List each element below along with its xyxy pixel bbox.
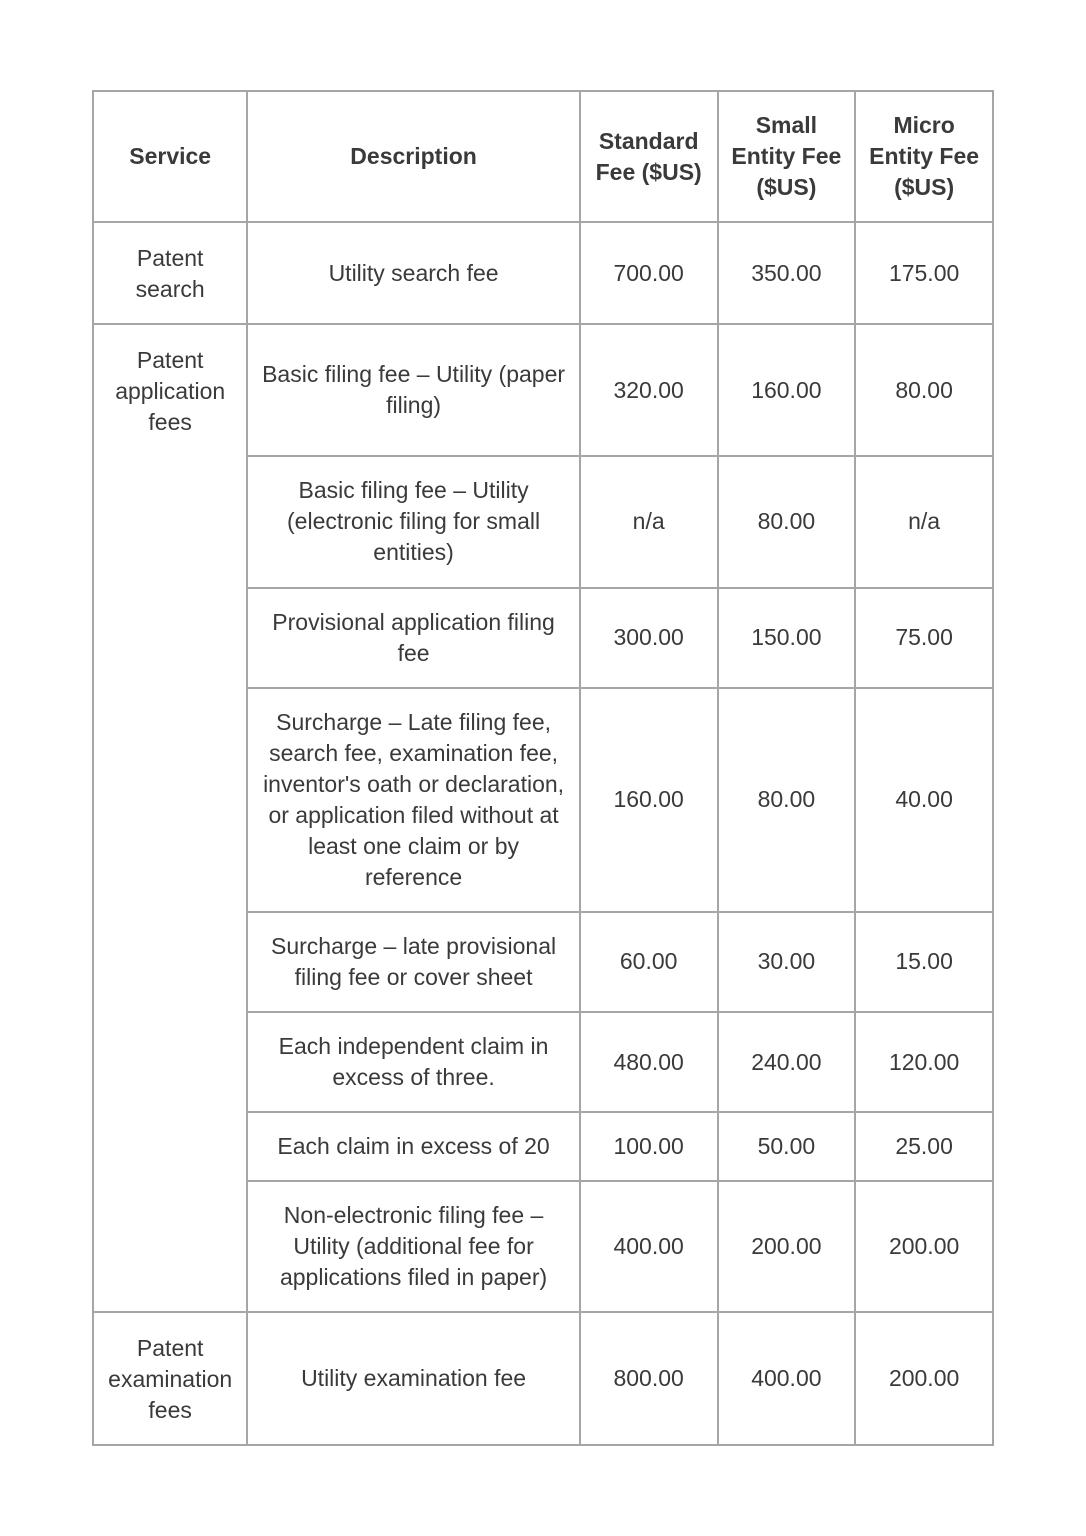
standard-fee-cell: n/a [580,456,718,587]
standard-fee-cell: 300.00 [580,588,718,688]
table-header-row: Service Description Standard Fee ($US) S… [93,91,993,222]
small-fee-cell: 160.00 [718,324,856,456]
standard-fee-cell: 160.00 [580,688,718,912]
service-cell [93,456,247,587]
standard-fee-cell: 480.00 [580,1012,718,1112]
col-header-description: Description [247,91,579,222]
description-cell: Non-electronic filing fee – Utility (add… [247,1181,579,1312]
small-fee-cell: 50.00 [718,1112,856,1181]
standard-fee-cell: 320.00 [580,324,718,456]
description-cell: Surcharge – late provisional filing fee … [247,912,579,1012]
table-row: Patent searchUtility search fee700.00350… [93,222,993,324]
fee-table: Service Description Standard Fee ($US) S… [92,90,994,1446]
standard-fee-cell: 60.00 [580,912,718,1012]
small-fee-cell: 30.00 [718,912,856,1012]
service-cell: Patent examination fees [93,1312,247,1445]
small-fee-cell: 350.00 [718,222,856,324]
col-header-service: Service [93,91,247,222]
table-row: Patent examination feesUtility examinati… [93,1312,993,1445]
table-row: Each independent claim in excess of thre… [93,1012,993,1112]
small-fee-cell: 150.00 [718,588,856,688]
service-cell: Patent application fees [93,324,247,456]
micro-fee-cell: 200.00 [855,1181,993,1312]
small-fee-cell: 240.00 [718,1012,856,1112]
service-cell [93,588,247,688]
col-header-standard: Standard Fee ($US) [580,91,718,222]
table-row: Non-electronic filing fee – Utility (add… [93,1181,993,1312]
table-row: Patent application feesBasic filing fee … [93,324,993,456]
description-cell: Utility examination fee [247,1312,579,1445]
description-cell: Basic filing fee – Utility (paper filing… [247,324,579,456]
table-row: Surcharge – late provisional filing fee … [93,912,993,1012]
table-row: Basic filing fee – Utility (electronic f… [93,456,993,587]
description-cell: Each independent claim in excess of thre… [247,1012,579,1112]
table-row: Each claim in excess of 20100.0050.0025.… [93,1112,993,1181]
micro-fee-cell: 80.00 [855,324,993,456]
small-fee-cell: 400.00 [718,1312,856,1445]
standard-fee-cell: 100.00 [580,1112,718,1181]
small-fee-cell: 80.00 [718,688,856,912]
service-cell [93,1181,247,1312]
service-cell [93,1012,247,1112]
small-fee-cell: 200.00 [718,1181,856,1312]
service-cell [93,688,247,912]
standard-fee-cell: 800.00 [580,1312,718,1445]
col-header-small: Small Entity Fee ($US) [718,91,856,222]
micro-fee-cell: 75.00 [855,588,993,688]
small-fee-cell: 80.00 [718,456,856,587]
micro-fee-cell: 175.00 [855,222,993,324]
service-cell [93,912,247,1012]
micro-fee-cell: 15.00 [855,912,993,1012]
description-cell: Each claim in excess of 20 [247,1112,579,1181]
service-cell: Patent search [93,222,247,324]
service-cell [93,1112,247,1181]
micro-fee-cell: 200.00 [855,1312,993,1445]
micro-fee-cell: 40.00 [855,688,993,912]
description-cell: Utility search fee [247,222,579,324]
table-body: Patent searchUtility search fee700.00350… [93,222,993,1445]
micro-fee-cell: n/a [855,456,993,587]
table-row: Provisional application filing fee300.00… [93,588,993,688]
col-header-micro: Micro Entity Fee ($US) [855,91,993,222]
standard-fee-cell: 400.00 [580,1181,718,1312]
micro-fee-cell: 120.00 [855,1012,993,1112]
table-row: Surcharge – Late filing fee, search fee,… [93,688,993,912]
description-cell: Surcharge – Late filing fee, search fee,… [247,688,579,912]
standard-fee-cell: 700.00 [580,222,718,324]
page-container: Service Description Standard Fee ($US) S… [0,0,1086,1536]
micro-fee-cell: 25.00 [855,1112,993,1181]
description-cell: Basic filing fee – Utility (electronic f… [247,456,579,587]
description-cell: Provisional application filing fee [247,588,579,688]
